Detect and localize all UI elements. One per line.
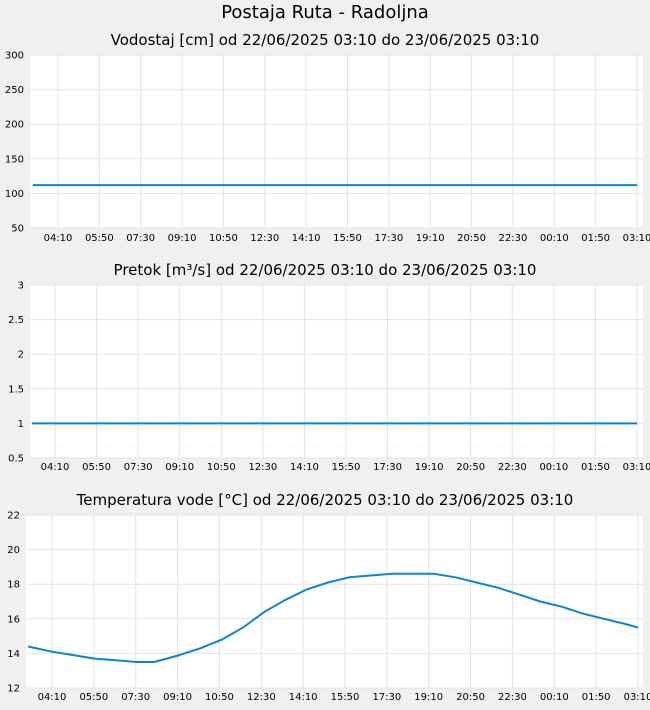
y-tick-label: 2 bbox=[18, 350, 24, 361]
plot-area bbox=[30, 285, 643, 458]
x-tick-label: 17:30 bbox=[373, 462, 402, 473]
x-tick-label: 20:50 bbox=[457, 233, 486, 244]
x-tick-label: 17:30 bbox=[372, 692, 401, 703]
x-tick-label: 12:30 bbox=[248, 462, 277, 473]
x-tick-label: 00:10 bbox=[540, 692, 569, 703]
x-tick-label: 15:50 bbox=[331, 692, 360, 703]
y-tick-label: 300 bbox=[5, 51, 24, 62]
chart-0: Vodostaj [cm] od 22/06/2025 03:10 do 23/… bbox=[5, 31, 650, 244]
x-tick-label: 22:30 bbox=[499, 233, 528, 244]
x-tick-label: 04:10 bbox=[41, 462, 70, 473]
y-tick-label: 12 bbox=[7, 684, 20, 695]
x-tick-label: 19:10 bbox=[415, 462, 444, 473]
x-tick-label: 09:10 bbox=[163, 692, 192, 703]
plot-area bbox=[30, 55, 643, 228]
x-tick-label: 05:50 bbox=[79, 692, 108, 703]
y-tick-label: 3 bbox=[18, 281, 24, 292]
x-tick-label: 10:50 bbox=[207, 462, 236, 473]
y-tick-label: 22 bbox=[7, 511, 20, 522]
x-tick-label: 01:50 bbox=[581, 462, 610, 473]
x-tick-label: 10:50 bbox=[205, 692, 234, 703]
x-tick-label: 10:50 bbox=[209, 233, 238, 244]
x-tick-label: 14:10 bbox=[290, 462, 319, 473]
x-tick-label: 04:10 bbox=[44, 233, 73, 244]
chart-2: Temperatura vode [°C] od 22/06/2025 03:1… bbox=[7, 491, 650, 703]
plot-area bbox=[26, 515, 643, 688]
x-tick-label: 20:50 bbox=[456, 692, 485, 703]
y-tick-label: 16 bbox=[7, 614, 20, 625]
x-tick-label: 09:10 bbox=[168, 233, 197, 244]
x-tick-label: 07:30 bbox=[121, 692, 150, 703]
y-tick-label: 20 bbox=[7, 545, 20, 556]
chart-title: Pretok [m³/s] od 22/06/2025 03:10 do 23/… bbox=[114, 261, 537, 279]
x-tick-label: 22:30 bbox=[498, 462, 527, 473]
x-tick-label: 07:30 bbox=[126, 233, 155, 244]
x-tick-label: 07:30 bbox=[124, 462, 153, 473]
y-tick-label: 14 bbox=[7, 649, 20, 660]
x-tick-label: 03:10 bbox=[623, 233, 650, 244]
y-tick-label: 250 bbox=[5, 85, 24, 96]
x-tick-label: 22:30 bbox=[498, 692, 527, 703]
y-tick-label: 100 bbox=[5, 189, 24, 200]
x-tick-label: 01:50 bbox=[581, 233, 610, 244]
x-tick-label: 14:10 bbox=[289, 692, 318, 703]
x-tick-label: 03:10 bbox=[624, 692, 650, 703]
x-tick-label: 09:10 bbox=[165, 462, 194, 473]
x-tick-label: 20:50 bbox=[456, 462, 485, 473]
y-tick-label: 2.5 bbox=[8, 315, 24, 326]
x-tick-label: 19:10 bbox=[414, 692, 443, 703]
x-tick-label: 01:50 bbox=[582, 692, 611, 703]
y-tick-label: 200 bbox=[5, 120, 24, 131]
y-tick-label: 50 bbox=[11, 224, 24, 235]
x-tick-label: 12:30 bbox=[250, 233, 279, 244]
y-tick-label: 150 bbox=[5, 154, 24, 165]
x-tick-label: 04:10 bbox=[38, 692, 67, 703]
y-tick-label: 1 bbox=[18, 419, 24, 430]
y-tick-label: 0.5 bbox=[8, 454, 24, 465]
y-tick-label: 18 bbox=[7, 580, 20, 591]
main-title: Postaja Ruta - Radoljna bbox=[221, 2, 429, 23]
y-tick-label: 1.5 bbox=[8, 384, 24, 395]
x-tick-label: 05:50 bbox=[85, 233, 114, 244]
x-tick-label: 15:50 bbox=[333, 233, 362, 244]
chart-title: Vodostaj [cm] od 22/06/2025 03:10 do 23/… bbox=[111, 31, 540, 49]
x-tick-label: 17:30 bbox=[374, 233, 403, 244]
x-tick-label: 00:10 bbox=[539, 462, 568, 473]
x-tick-label: 14:10 bbox=[292, 233, 321, 244]
x-tick-label: 15:50 bbox=[332, 462, 361, 473]
chart-title: Temperatura vode [°C] od 22/06/2025 03:1… bbox=[76, 491, 574, 509]
chart-1: Pretok [m³/s] od 22/06/2025 03:10 do 23/… bbox=[8, 261, 650, 473]
x-tick-label: 12:30 bbox=[247, 692, 276, 703]
series-line bbox=[27, 572, 639, 663]
x-tick-label: 05:50 bbox=[82, 462, 111, 473]
x-tick-label: 00:10 bbox=[540, 233, 569, 244]
x-tick-label: 03:10 bbox=[623, 462, 650, 473]
x-tick-label: 19:10 bbox=[416, 233, 445, 244]
